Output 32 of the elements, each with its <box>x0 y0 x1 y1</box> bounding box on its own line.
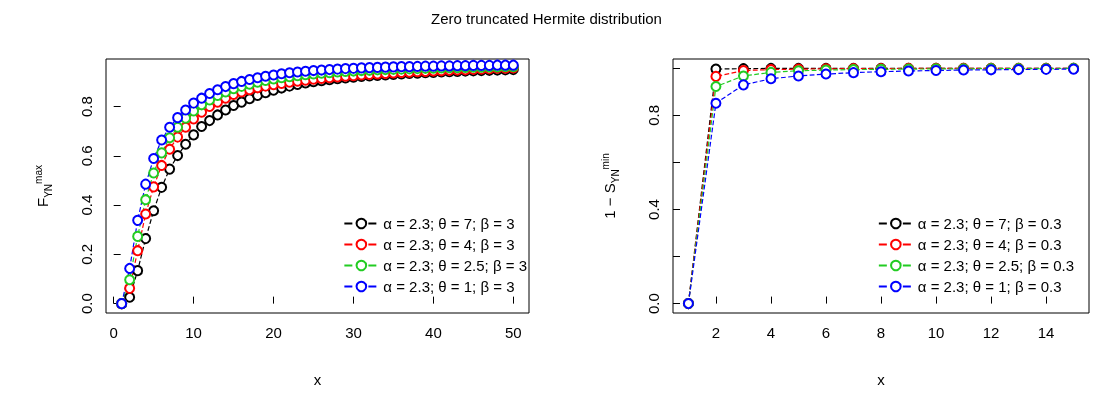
x-tick-label: 6 <box>821 324 831 341</box>
x-tick-label: 10 <box>185 324 202 341</box>
y-tick-label: 0.0 <box>645 293 662 315</box>
x-tick-label: 14 <box>1037 324 1055 341</box>
y-tick-label: 0.8 <box>645 105 662 126</box>
x-tick-label: 4 <box>766 324 776 341</box>
x-tick-label: 50 <box>504 324 522 341</box>
legend-label: α = 2.3; θ = 1; β = 0.3 <box>917 278 1062 295</box>
x-axis-title: x <box>313 371 322 388</box>
y-tick-label: 0.4 <box>78 194 95 216</box>
legend-label: α = 2.3; θ = 2.5; β = 3 <box>383 257 528 274</box>
y-tick-label: 0.6 <box>78 145 95 167</box>
legend-label: α = 2.3; θ = 4; β = 0.3 <box>917 236 1062 253</box>
x-tick-label: 8 <box>876 324 886 341</box>
y-tick-label: 0.8 <box>78 96 95 117</box>
y-tick-label: 0.0 <box>78 293 95 315</box>
x-tick-label: 20 <box>265 324 282 341</box>
x-tick-label: 2 <box>711 324 721 341</box>
legend-label: α = 2.3; θ = 2.5; β = 0.3 <box>917 257 1074 274</box>
legend-label: α = 2.3; θ = 4; β = 3 <box>383 236 515 253</box>
y-tick-label: 0.4 <box>645 199 662 220</box>
y-tick-label: 0.2 <box>78 243 95 265</box>
x-axis-title: x <box>877 371 886 388</box>
legend-label: α = 2.3; θ = 1; β = 3 <box>383 278 515 295</box>
x-tick-label: 40 <box>425 324 442 341</box>
x-tick-label: 10 <box>927 324 945 341</box>
x-tick-label: 0 <box>109 324 118 341</box>
chart-title: Zero truncated Hermite distribution <box>430 10 663 27</box>
x-tick-label: 30 <box>345 324 362 341</box>
x-tick-label: 12 <box>982 324 1000 341</box>
legend-label: α = 2.3; θ = 7; β = 3 <box>383 215 515 232</box>
legend-label: α = 2.3; θ = 7; β = 0.3 <box>917 215 1062 232</box>
